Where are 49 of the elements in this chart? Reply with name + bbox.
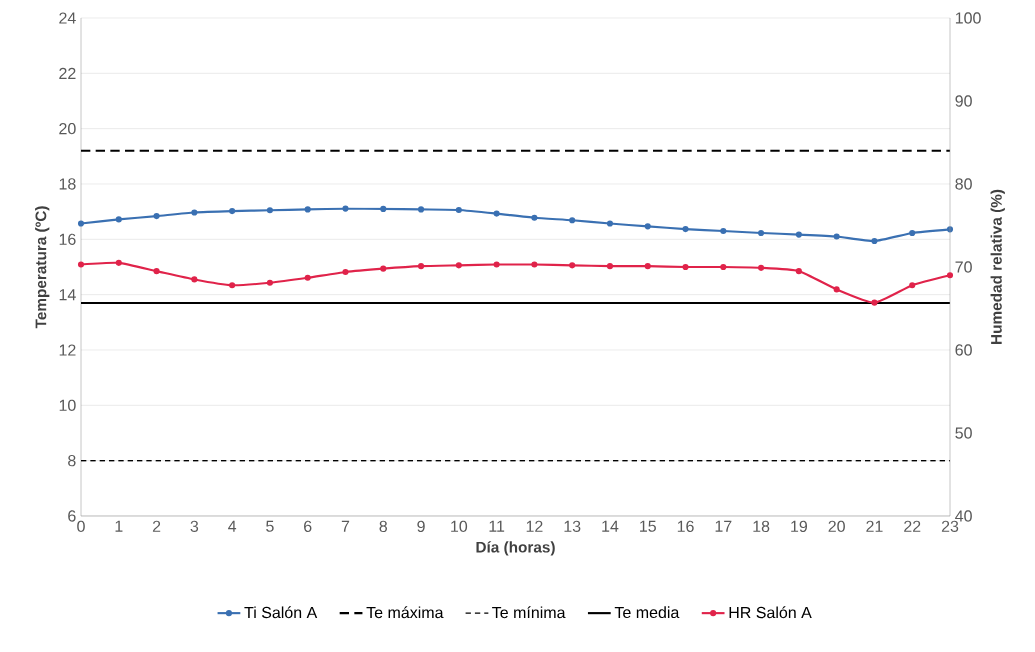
- y-tick-label: 18: [59, 178, 76, 190]
- x-tick-label: 19: [791, 520, 808, 533]
- x-tick-label: 4: [228, 520, 237, 532]
- legend-label: HR Salón A: [729, 606, 812, 619]
- y-tick-label: 6: [68, 510, 76, 522]
- y-tick-label: 12: [59, 344, 76, 356]
- y2-tick-label: 70: [955, 261, 972, 273]
- y-tick-label: 8: [68, 454, 76, 467]
- y-tick-label: 16: [59, 233, 76, 245]
- y2-tick-label: 80: [955, 178, 972, 190]
- y-tick-label: 10: [59, 399, 76, 411]
- x-tick-label: 23: [941, 520, 959, 533]
- x-tick-label: 5: [266, 520, 274, 532]
- legend-label: Te mínima: [492, 606, 566, 619]
- x-tick-label: 22: [904, 520, 921, 532]
- x-tick-label: 21: [866, 520, 883, 532]
- x-tick-label: 1: [115, 520, 123, 532]
- x-tick-label: 18: [753, 520, 770, 533]
- x-tick-label: 9: [417, 520, 425, 533]
- x-tick-label: 0: [77, 520, 85, 533]
- x-tick-label: 10: [451, 520, 468, 533]
- x-tick-label: 2: [152, 520, 161, 532]
- y2-axis-title: Humedad relativa (%): [990, 189, 1005, 344]
- x-axis-title: Día (horas): [476, 541, 555, 556]
- legend-label: Ti Salón A: [244, 606, 318, 619]
- y-tick-label: 22: [59, 67, 76, 79]
- y-tick-label: 14: [59, 289, 76, 301]
- x-tick-label: 12: [526, 520, 543, 532]
- x-tick-label: 16: [677, 520, 694, 533]
- y2-tick-label: 100: [955, 12, 981, 24]
- x-tick-label: 3: [190, 520, 199, 533]
- legend-label: Te máxima: [366, 606, 444, 619]
- y-tick-label: 20: [59, 123, 76, 135]
- y2-tick-label: 40: [955, 510, 972, 522]
- y2-tick-label: 50: [955, 427, 972, 439]
- legend-label: Te media: [614, 606, 680, 619]
- x-tick-label: 11: [489, 520, 505, 532]
- y-axis-title: Temperatura (ºC): [35, 206, 50, 329]
- x-tick-label: 8: [379, 520, 388, 533]
- x-tick-label: 6: [304, 520, 312, 533]
- y2-tick-label: 90: [955, 95, 972, 107]
- x-tick-label: 17: [715, 520, 732, 532]
- x-tick-label: 20: [828, 520, 845, 533]
- x-tick-label: 15: [640, 520, 656, 532]
- x-tick-label: 7: [341, 520, 350, 532]
- y-tick-label: 24: [59, 12, 76, 24]
- x-tick-label: 13: [564, 520, 581, 533]
- y2-tick-label: 60: [955, 344, 972, 356]
- x-tick-label: 14: [602, 520, 619, 532]
